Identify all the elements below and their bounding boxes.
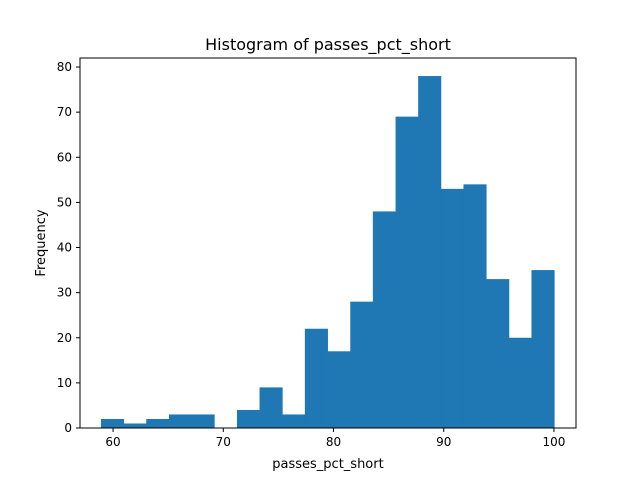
bars-group <box>100 76 555 429</box>
y-axis: 0 10 20 30 40 50 60 70 80 <box>57 60 80 435</box>
histogram-bar <box>440 188 464 428</box>
histogram-bar <box>486 279 510 428</box>
histogram-bar <box>508 337 532 428</box>
histogram-bar <box>191 414 215 428</box>
histogram-bar <box>146 418 170 428</box>
y-tick-label: 40 <box>57 241 72 255</box>
plot-frame <box>79 57 577 429</box>
x-tick-label: 90 <box>436 435 451 449</box>
y-tick-label: 20 <box>57 331 72 345</box>
histogram-bar <box>123 423 147 428</box>
histogram-bar <box>282 414 306 428</box>
y-tick-label: 30 <box>57 286 72 300</box>
histogram-bar <box>418 76 442 429</box>
x-tick-label: 60 <box>105 435 120 449</box>
y-tick-label: 50 <box>57 195 72 209</box>
histogram-bar <box>304 328 328 428</box>
histogram-bar <box>395 116 419 428</box>
y-tick-label: 10 <box>57 376 72 390</box>
histogram-bar <box>531 270 555 428</box>
x-tick-label: 100 <box>543 435 566 449</box>
x-axis: 60 70 80 90 100 <box>105 428 565 449</box>
y-tick-label: 0 <box>64 421 72 435</box>
y-axis-label: Frequency <box>34 209 49 276</box>
x-tick-label: 80 <box>326 435 341 449</box>
histogram-bar <box>372 211 396 428</box>
histogram-bar <box>350 301 374 428</box>
histogram-bar <box>236 409 260 428</box>
histogram-bar <box>327 351 351 428</box>
histogram-bar <box>168 414 192 428</box>
histogram-bar <box>100 418 125 428</box>
y-tick-label: 60 <box>57 150 72 164</box>
x-tick-label: 70 <box>216 435 231 449</box>
histogram-bar <box>463 184 487 428</box>
histogram-bar <box>259 387 283 428</box>
chart-title: Histogram of passes_pct_short <box>205 35 451 55</box>
x-axis-label: passes_pct_short <box>272 457 383 472</box>
y-tick-label: 70 <box>57 105 72 119</box>
y-tick-label: 80 <box>57 60 72 74</box>
